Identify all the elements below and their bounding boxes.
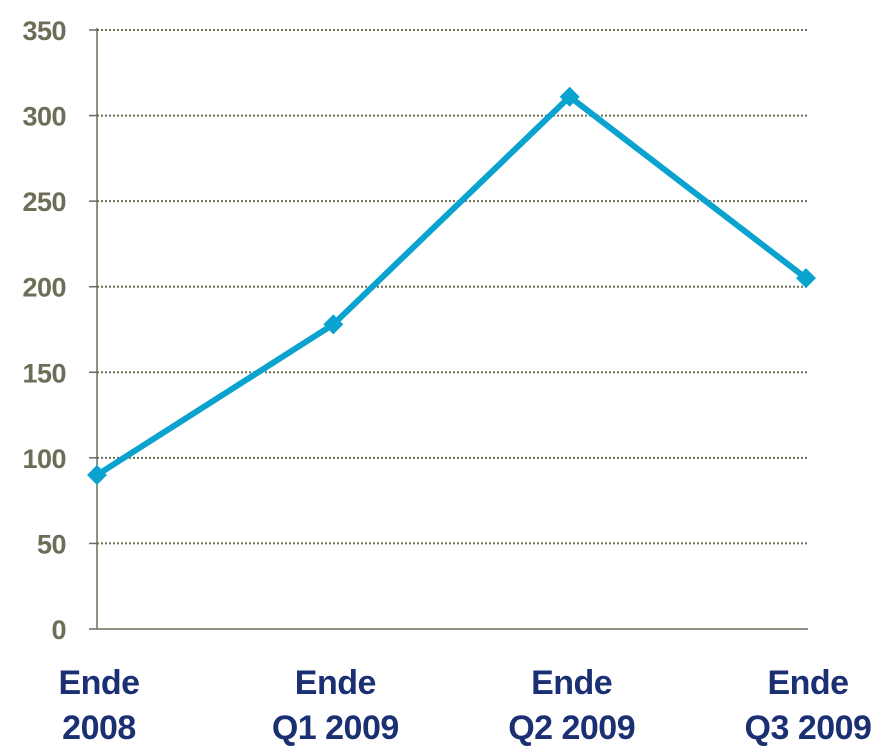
series-line <box>94 93 809 478</box>
y-tick-label: 300 <box>22 102 66 132</box>
x-tick-label: Q1 2009 <box>272 709 399 747</box>
y-tick-label: 50 <box>37 529 66 559</box>
y-tick-label: 100 <box>22 444 66 474</box>
y-tick-label: 0 <box>51 615 66 645</box>
x-axis-tick-labels: Ende 2008 Ende Q1 2009 Ende Q2 2009 Ende Q3 200… <box>58 664 872 747</box>
grid-lines <box>97 29 808 545</box>
y-tick-label: 350 <box>22 16 66 46</box>
y-tick-label: 250 <box>22 187 66 217</box>
data-point-0 <box>87 464 107 485</box>
data-point-3 <box>796 268 816 289</box>
x-tick-label: Ende <box>58 664 139 702</box>
x-tick-label: Ende <box>295 664 376 702</box>
x-tick-label: Ende <box>767 664 848 702</box>
y-tick-label: 200 <box>22 273 66 303</box>
series-layer <box>87 86 816 485</box>
y-axis-tick-labels: 0 50 100 150 200 250 300 350 <box>22 16 66 645</box>
x-tick-label: Q2 2009 <box>508 709 635 747</box>
y-tick-label: 150 <box>22 358 66 388</box>
x-tick-label: Ende <box>531 664 612 702</box>
x-tick-label: 2008 <box>62 709 136 747</box>
axes <box>89 28 808 630</box>
data-point-1 <box>323 314 344 335</box>
data-point-2 <box>559 86 580 107</box>
x-tick-label: Q3 2009 <box>745 709 872 747</box>
